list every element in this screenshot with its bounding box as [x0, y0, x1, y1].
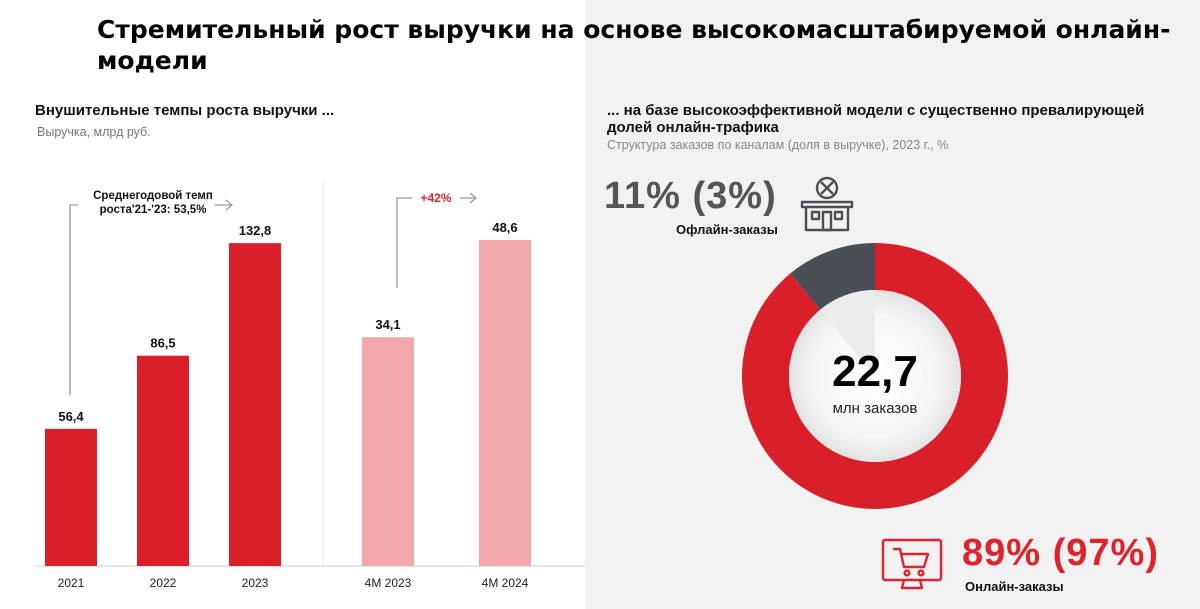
bar-2023	[229, 243, 281, 566]
right-heading: ... на базе высокоэффективной модели с с…	[607, 102, 1145, 136]
slice-online	[742, 243, 1009, 510]
bar-2021	[45, 428, 97, 566]
cagr-bracket	[69, 204, 78, 395]
online-percent: 89% (97%)	[962, 532, 1159, 574]
bar-label-4m-2024: 48,6	[492, 220, 517, 235]
slice-offline-inner	[820, 290, 875, 376]
tick-label-2021: 2021	[58, 576, 85, 590]
online-label: Онлайн-заказы	[965, 579, 1064, 594]
page-title: Стремительный рост выручки на основе выс…	[97, 15, 1171, 75]
offline-percent: 11% (3%)	[604, 175, 777, 217]
bar-label-4m-2023: 34,1	[375, 317, 400, 332]
cagr-arrow	[215, 199, 234, 211]
total-orders-unit: млн заказов	[832, 400, 918, 417]
tick-label-4m-2024: 4M 2024	[482, 576, 529, 590]
bar-label-2021: 56,4	[58, 409, 84, 424]
growth-bracket	[396, 197, 412, 288]
annual-revenue-chart: 56,4 86,5 132,8 2021 2022 2023	[35, 199, 585, 590]
four-month-revenue-chart: 34,1 48,6 4M 2023 4M 2024 +42%	[362, 191, 531, 590]
bar-2022	[137, 355, 189, 566]
offline-label: Офлайн-заказы	[676, 222, 778, 237]
growth-label: +42%	[420, 191, 451, 205]
store-icon	[800, 176, 854, 232]
bar-4m-2023	[362, 337, 414, 566]
left-subheading: Выручка, млрд руб.	[37, 125, 151, 139]
growth-arrow	[460, 192, 478, 204]
slice-offline	[790, 243, 875, 310]
total-orders-value: 22,7	[832, 347, 918, 396]
online-cart-icon	[881, 538, 943, 590]
tick-label-2022: 2022	[150, 576, 177, 590]
bar-label-2023: 132,8	[239, 223, 272, 238]
order-channel-donut	[742, 243, 1009, 510]
tick-label-2023: 2023	[242, 576, 269, 590]
tick-label-4m-2023: 4M 2023	[365, 576, 412, 590]
bar-4m-2024	[479, 239, 531, 567]
right-subheading: Структура заказов по каналам (доля в выр…	[607, 138, 949, 152]
cagr-note: Среднегодовой темп роста'21-'23: 53,5%	[93, 190, 213, 216]
left-heading: Внушительные темпы роста выручки ...	[35, 102, 335, 119]
bar-label-2022: 86,5	[150, 336, 175, 351]
donut-center: 22,7 млн заказов	[795, 347, 955, 418]
